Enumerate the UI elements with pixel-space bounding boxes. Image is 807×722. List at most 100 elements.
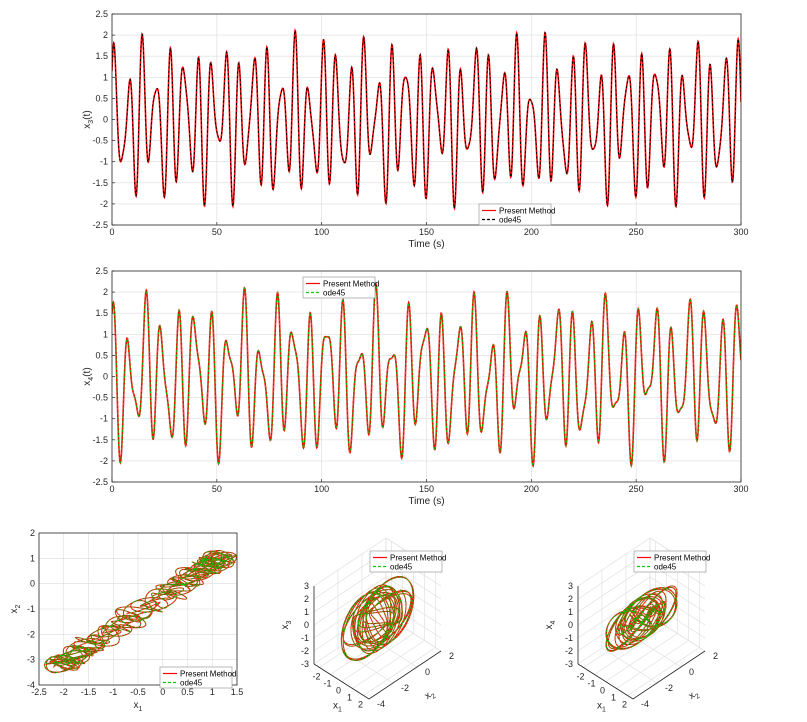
chart-phase-3d-x3-axis-x2 [368, 650, 442, 700]
chart-x4-xtick-6: 300 [733, 484, 748, 494]
chart-x4: 0 50 100 150 200 250 300 -2.5 -2 -1.5 -1 -0.5 0 0.5 1 1… [82, 266, 749, 507]
chart-phase-x1-x2-ytick-1: -3 [27, 655, 35, 665]
chart-x4-ytick-5: 0 [103, 372, 108, 382]
chart-phase-3d-x4-floor-xgrid--2 [583, 619, 656, 668]
chart-phase-3d-x4-floor-xgrid--1 [594, 626, 667, 675]
chart-x3-ytick-8: 1.5 [95, 51, 108, 61]
chart-x4-ytick-3: -1 [100, 414, 108, 424]
chart-x3-xtick-6: 300 [733, 227, 748, 237]
chart-phase-3d-x4-floor-ygrid--2 [601, 647, 658, 684]
chart-x3-xtick-0: 0 [109, 227, 114, 237]
chart-phase-3d-x3-ztick-4: 1 [304, 607, 309, 617]
chart-x4-ytick-7: 1 [103, 329, 108, 339]
chart-phase-3d-x3-ztick-1: -2 [301, 646, 309, 656]
chart-phase-3d-x4-xtick-0: -2 [576, 672, 584, 682]
chart-phase-3d-x3-ytick-3: 2 [449, 651, 454, 661]
chart-x3-ylabel-sub: 3 [88, 120, 95, 124]
chart-phase-3d-x4-ztick-2: -1 [565, 633, 573, 643]
chart-phase-x1-x2-xtick-4: -0.5 [130, 687, 146, 697]
chart-phase-3d-x4-zlabel-sub: 4 [550, 620, 557, 624]
chart-phase-3d-x3-xtick-0: -2 [312, 672, 320, 682]
chart-phase-3d-x3-ztick-5: 2 [304, 594, 309, 604]
chart-phase-3d-x3-axis-x1 [313, 663, 370, 700]
chart-phase-3d-x4-zlabel-main: x [544, 624, 555, 629]
chart-phase-3d-x4-ylabel-sub: 2 [694, 693, 701, 701]
chart-x3-xtick-5: 250 [629, 227, 644, 237]
chart-phase-x1-x2-xtick-5: 0 [160, 687, 165, 697]
chart-x3-legend-entry-0: Present Method [499, 206, 555, 215]
chart-x4-frame [111, 270, 742, 483]
chart-x3-ytick-5: 0 [103, 115, 108, 125]
chart-x3-ylabel-main: x [82, 124, 93, 129]
chart-phase-x1-x2-xlabel: x1 [134, 700, 143, 713]
chart-phase-x1-x2-xtick-6: 0.5 [181, 687, 194, 697]
chart-phase-3d-x3-legend-box [369, 550, 443, 573]
chart-phase-3d-x3-ylabel: x2 [423, 688, 438, 704]
chart-phase-3d-x3-ztick-2: -1 [301, 633, 309, 643]
chart-x4-ytick-6: 0.5 [95, 350, 108, 360]
chart-x3-ytick-0: -2.5 [92, 220, 108, 230]
chart-phase-x1-x2-ytick-0: -4 [27, 680, 35, 690]
chart-x4-ytick-2: -1.5 [92, 435, 108, 445]
chart-phase-3d-x4-xtick-4: 2 [622, 700, 627, 710]
chart-phase-3d-x3-ztick-6: 3 [304, 581, 309, 591]
chart-phase-3d-x3-xtick-4: 2 [358, 700, 363, 710]
chart-x3-ytick-4: -0.5 [92, 136, 108, 146]
chart-phase-x1-x2-ylabel-sub: 2 [15, 604, 22, 608]
chart-phase-x1-x2-legend-entry-1: ode45 [180, 678, 203, 687]
chart-x3-xtick-3: 150 [419, 227, 434, 237]
chart-phase-3d-x3-xtick-2: 0 [336, 686, 341, 696]
chart-phase-x1-x2-ytick-5: 1 [30, 553, 35, 563]
chart-phase-3d-x3-zlabel-sub: 3 [286, 620, 293, 624]
chart-phase-3d-x3-leftwall-zgrid-3 [313, 537, 387, 587]
chart-phase-3d-x4-ylabel-main: x [687, 690, 697, 702]
chart-x4-ytick-10: 2.5 [95, 266, 108, 276]
chart-phase-x1-x2-ylabel-main: x [9, 608, 20, 613]
chart-phase-3d-x4-ztick-1: -2 [565, 646, 573, 656]
chart-phase-3d-x4-floor-xgrid-1 [616, 640, 689, 689]
chart-x4-xtick-0: 0 [109, 484, 114, 494]
chart-phase-3d-x3-ztick-3: 0 [304, 620, 309, 630]
chart-phase-3d-x3-floor-xgrid-2 [363, 647, 436, 696]
chart-phase-x1-x2-xtick-2: -1.5 [81, 687, 97, 697]
chart-x4-legend-entry-1: ode45 [323, 288, 346, 297]
chart-phase-3d-x4-leftwall-zgrid-3 [577, 537, 651, 587]
chart-phase-3d-x3-floor-xgrid-1 [352, 640, 425, 689]
chart-x4-xlabel: Time (s) [408, 496, 444, 507]
chart-phase-3d-x3-series-ode45 [340, 576, 415, 661]
chart-phase-3d-x4-legend-entry-1: ode45 [654, 562, 677, 571]
chart-x3-xlabel: Time (s) [408, 239, 444, 250]
chart-phase-x1-x2-xlabel-sub: 1 [139, 706, 143, 713]
chart-phase-3d-x3-legend-entry-1: ode45 [390, 562, 413, 571]
chart-phase-3d-x3-ytick-1: -2 [401, 683, 409, 693]
chart-x3-ytick-1: -2 [100, 199, 108, 209]
chart-phase-3d-x3-floor-ygrid--2 [337, 647, 394, 684]
chart-phase-x1-x2-xtick-0: -2.5 [31, 687, 47, 697]
chart-phase-3d-x3-zlabel-main: x [280, 624, 291, 629]
chart-phase-3d-x4-xlabel-main: x [597, 701, 602, 712]
chart-phase-x1-x2-ytick-2: -2 [27, 629, 35, 639]
chart-phase-x1-x2-ytick-6: 2 [30, 528, 35, 538]
chart-phase-3d-x4-axis-x2 [632, 650, 706, 700]
chart-x4-ylabel-main: x [82, 381, 93, 386]
chart-phase-x1-x2-frame [38, 532, 238, 686]
chart-x4-ytick-8: 1.5 [95, 308, 108, 318]
chart-phase-3d-x4-ytick-3: 2 [713, 651, 718, 661]
chart-x4-ylabel: x4(t) [82, 367, 95, 385]
chart-x3-xtick-1: 50 [212, 227, 222, 237]
chart-x4-ylabel-sub: 4 [88, 377, 95, 381]
chart-phase-3d-x3-xlabel: x1 [333, 701, 342, 714]
chart-x3: 0 50 100 150 200 250 300 -2.5 -2 -1.5 -1 -0.5 0 0.5 1 1… [82, 9, 749, 250]
chart-phase-3d-x4-ytick-2: 0 [689, 667, 694, 677]
chart-x4-ylabel-suffix: (t) [82, 367, 93, 376]
chart-x4-ytick-0: -2.5 [92, 477, 108, 487]
chart-x3-legend-entry-1: ode45 [499, 215, 522, 224]
chart-phase-3d-x4-ztick-4: 1 [568, 607, 573, 617]
chart-x4-series-ode45 [112, 282, 741, 467]
chart-phase-3d-x4-legend-entry-0: Present Method [654, 553, 710, 562]
chart-phase-3d-x3-xlabel-main: x [333, 701, 338, 712]
chart-phase-3d-x3-xlabel-sub: 1 [338, 707, 342, 714]
chart-phase-3d-x3-xtick-1: -1 [323, 679, 331, 689]
